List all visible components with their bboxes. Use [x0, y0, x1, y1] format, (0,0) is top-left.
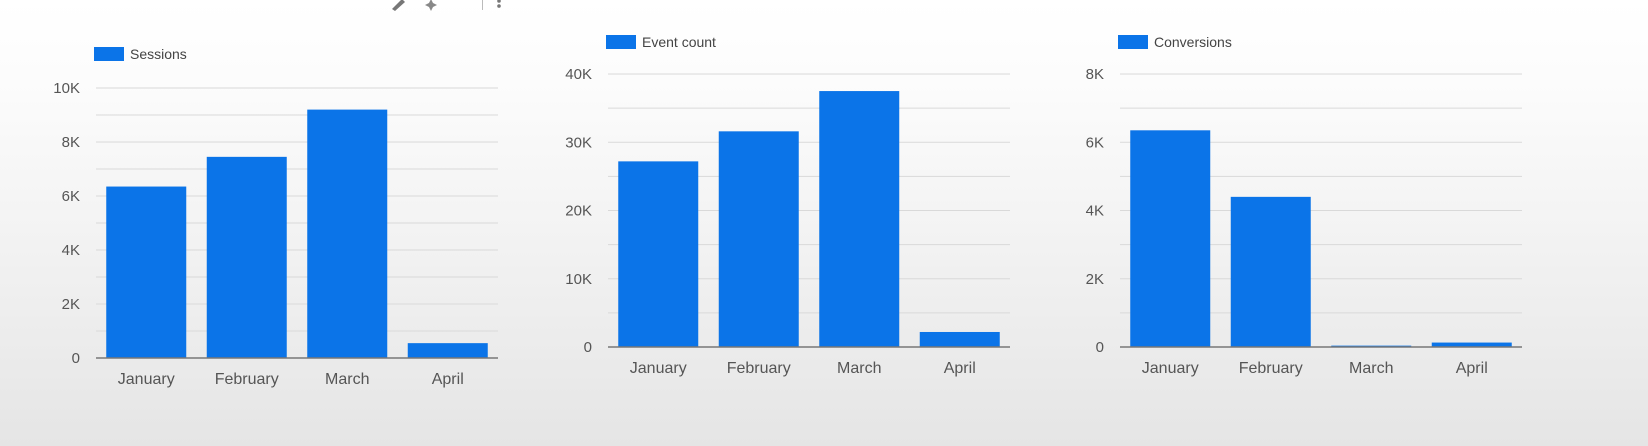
x-tick-label: January [118, 371, 175, 388]
y-tick-label: 10K [53, 80, 80, 97]
x-tick-label: February [1239, 360, 1303, 377]
bar-april[interactable] [919, 331, 1000, 347]
x-tick-label: April [1456, 360, 1488, 377]
legend-label: Event count [642, 34, 716, 50]
bar-april[interactable] [1431, 342, 1512, 347]
sessions-chart-svg: 0 2K 4K 6K 8K 10K January February March April Ses… [53, 46, 498, 388]
edit-icon[interactable] [390, 0, 408, 11]
toolbar-divider [482, 0, 483, 10]
legend-label: Conversions [1154, 34, 1232, 50]
x-tick-label: March [1349, 360, 1393, 377]
y-tick-label: 8K [62, 134, 80, 151]
x-tick-label: February [727, 360, 791, 377]
y-tick-label: 4K [1086, 203, 1104, 220]
y-tick-label: 2K [62, 296, 80, 313]
y-tick-label: 10K [565, 271, 592, 288]
event-count-chart-svg: 0 10K 20K 30K 40K January February March April Ev… [565, 34, 1010, 377]
bar-april[interactable] [407, 343, 488, 358]
bar-march[interactable] [307, 109, 388, 358]
y-tick-label: 2K [1086, 271, 1104, 288]
y-tick-label: 30K [565, 134, 592, 151]
bar-january[interactable] [618, 161, 699, 347]
bar-february[interactable] [718, 131, 799, 347]
y-tick-label: 6K [1086, 134, 1104, 151]
y-tick-label: 0 [72, 350, 80, 367]
bar-january[interactable] [1130, 130, 1211, 347]
y-tick-label: 4K [62, 242, 80, 259]
y-tick-label: 0 [1096, 339, 1104, 356]
x-tick-label: April [432, 371, 464, 388]
chart-toolbar [390, 0, 530, 11]
bar-february[interactable] [1230, 196, 1311, 347]
bar-february[interactable] [206, 156, 287, 358]
sparkle-icon[interactable] [422, 0, 440, 11]
more-vert-icon[interactable] [490, 0, 508, 10]
x-tick-label: January [630, 360, 687, 377]
x-tick-label: January [1142, 360, 1199, 377]
event-count-chart: 0 10K 20K 30K 40K January February March April Ev… [545, 0, 1085, 446]
y-tick-label: 8K [1086, 66, 1104, 83]
x-tick-label: March [837, 360, 881, 377]
legend-swatch [94, 47, 124, 61]
x-tick-label: February [215, 371, 279, 388]
y-tick-label: 0 [584, 339, 592, 356]
bar-march[interactable] [819, 91, 900, 347]
conversions-chart-svg: 0 2K 4K 6K 8K January February March April Conver… [1086, 34, 1522, 377]
x-tick-label: March [325, 371, 369, 388]
y-tick-label: 40K [565, 66, 592, 83]
x-tick-label: April [944, 360, 976, 377]
legend-label: Sessions [130, 46, 187, 62]
y-tick-label: 6K [62, 188, 80, 205]
legend-swatch [1118, 35, 1148, 49]
conversions-chart: 0 2K 4K 6K 8K January February March April Conver… [1086, 0, 1630, 446]
bar-january[interactable] [106, 186, 187, 358]
sessions-chart: 0 2K 4K 6K 8K 10K January February March April Ses… [0, 0, 540, 446]
legend-swatch [606, 35, 636, 49]
y-tick-label: 20K [565, 203, 592, 220]
